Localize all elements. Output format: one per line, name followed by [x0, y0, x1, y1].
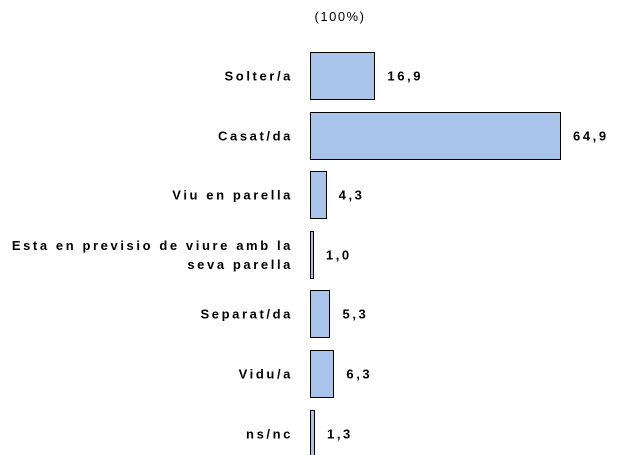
bar [310, 171, 327, 220]
category-label: ns/nc [246, 426, 293, 442]
chart-title: (100%) [314, 9, 366, 24]
value-label: 64,9 [573, 128, 609, 144]
value-label: 5,3 [342, 306, 369, 322]
value-label: 1,0 [325, 247, 352, 263]
bar [310, 111, 561, 160]
category-label: Viu en parella [172, 187, 293, 203]
bar [310, 409, 316, 455]
value-label: 6,3 [346, 366, 373, 382]
category-label: Separat/da [200, 306, 293, 322]
category-label: Esta en previsio de viure amb la seva pa… [11, 237, 293, 272]
value-label: 16,9 [387, 68, 424, 84]
value-label: 4,3 [338, 187, 365, 203]
category-label: Vidu/a [238, 366, 293, 382]
bar [310, 230, 314, 279]
value-label: 1,3 [327, 426, 353, 442]
bar [310, 52, 376, 100]
bar [310, 350, 335, 398]
category-label: Casat/da [218, 128, 293, 144]
bar [310, 290, 331, 339]
category-label: Solter/a [224, 68, 293, 84]
